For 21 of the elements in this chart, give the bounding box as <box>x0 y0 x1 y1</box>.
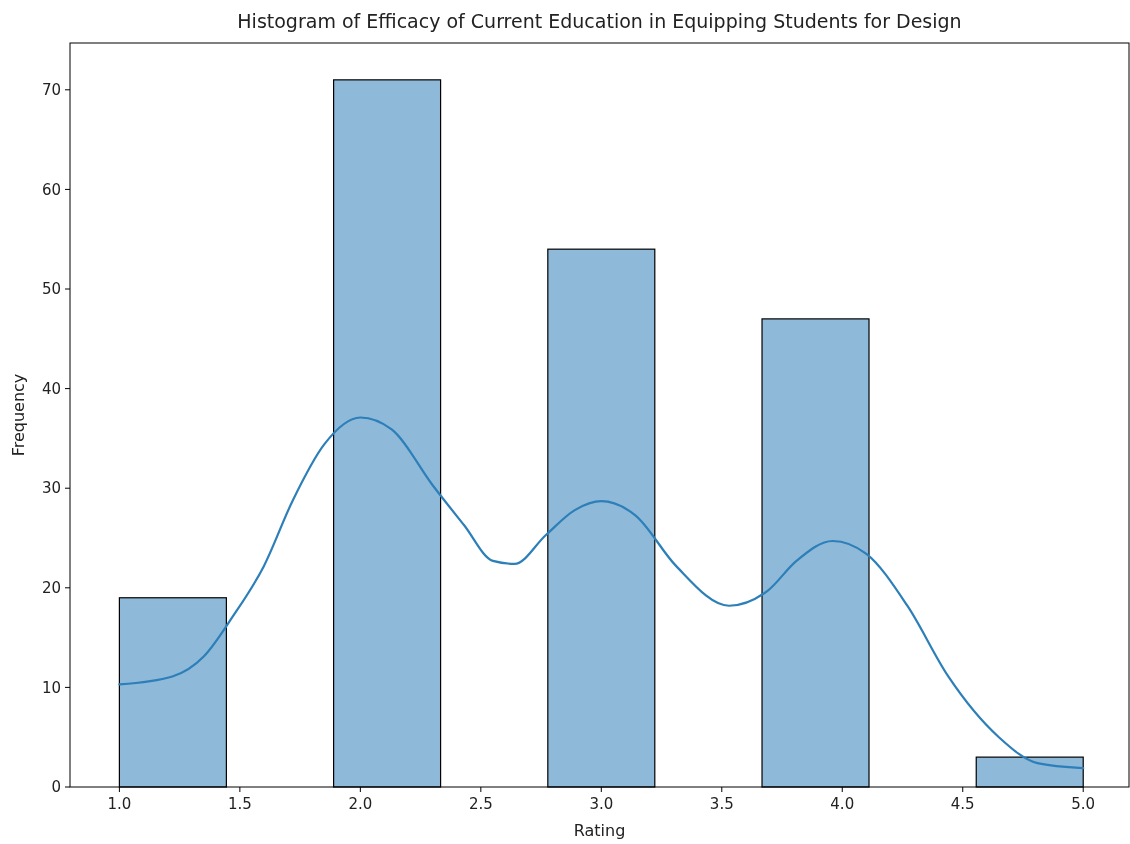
y-axis-title: Frequency <box>9 373 28 457</box>
x-tick-label: 4.5 <box>950 795 975 813</box>
y-tick-label: 10 <box>41 678 61 697</box>
y-tick-label: 60 <box>41 180 61 199</box>
chart-title: Histogram of Efficacy of Current Education in Equipping Students for Design <box>237 10 962 32</box>
x-axis-title: Rating <box>573 821 626 840</box>
y-tick-label: 0 <box>51 778 61 797</box>
y-tick-label: 50 <box>41 280 61 299</box>
y-tick-label: 40 <box>41 379 61 398</box>
x-tick-label: 5.0 <box>1071 795 1096 813</box>
x-tick-label: 1.5 <box>227 795 252 813</box>
y-tick-label: 70 <box>41 81 61 100</box>
x-tick-label: 4.0 <box>830 795 855 813</box>
x-tick-label: 1.0 <box>107 795 132 813</box>
x-tick-label: 2.5 <box>468 795 493 813</box>
x-tick-label: 2.0 <box>348 795 373 813</box>
y-tick-label: 30 <box>41 479 61 498</box>
line-series <box>118 416 1085 770</box>
y-tick-label: 20 <box>41 579 61 598</box>
x-tick-label: 3.0 <box>589 795 614 813</box>
x-tick-label: 3.5 <box>709 795 734 813</box>
